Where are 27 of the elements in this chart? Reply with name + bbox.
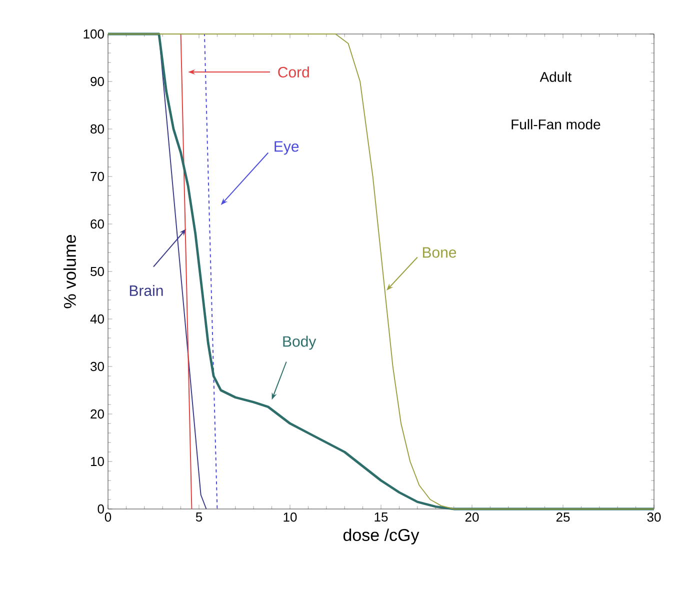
y-tick-label: 80 <box>90 124 104 134</box>
y-tick-label: 60 <box>90 219 104 229</box>
y-tick-label: 30 <box>90 362 104 372</box>
y-tick-label: 50 <box>90 266 104 276</box>
x-tick-label: 20 <box>465 512 479 522</box>
y-tick-label: 70 <box>90 172 104 182</box>
text: Bone <box>422 247 456 258</box>
annotation: Full-Fan mode <box>512 119 600 130</box>
annotation: Adult <box>540 72 572 82</box>
series-label: Brain <box>130 284 163 296</box>
y-tick-label: 20 <box>90 409 104 419</box>
x-tick-label: 5 <box>196 512 202 522</box>
text: Body <box>283 336 316 350</box>
x-tick-label: 0 <box>104 512 112 522</box>
y-tick-label: 100 <box>84 29 104 39</box>
x-tick-label: 10 <box>284 512 297 522</box>
text: Cord <box>278 66 309 78</box>
y-axis-title: % volume <box>63 234 76 308</box>
x-tick-label: 25 <box>556 512 570 522</box>
x-tick-label: 15 <box>374 512 388 522</box>
y-tick-label: 40 <box>90 314 104 324</box>
x-axis-title: dose /cGy <box>343 528 420 544</box>
y-tick-label: 10 <box>91 456 104 466</box>
y-tick-label: 90 <box>90 76 104 86</box>
y-tick-label: 0 <box>98 504 104 514</box>
x-tick-label: 30 <box>647 512 661 522</box>
text: Eye <box>274 141 299 155</box>
